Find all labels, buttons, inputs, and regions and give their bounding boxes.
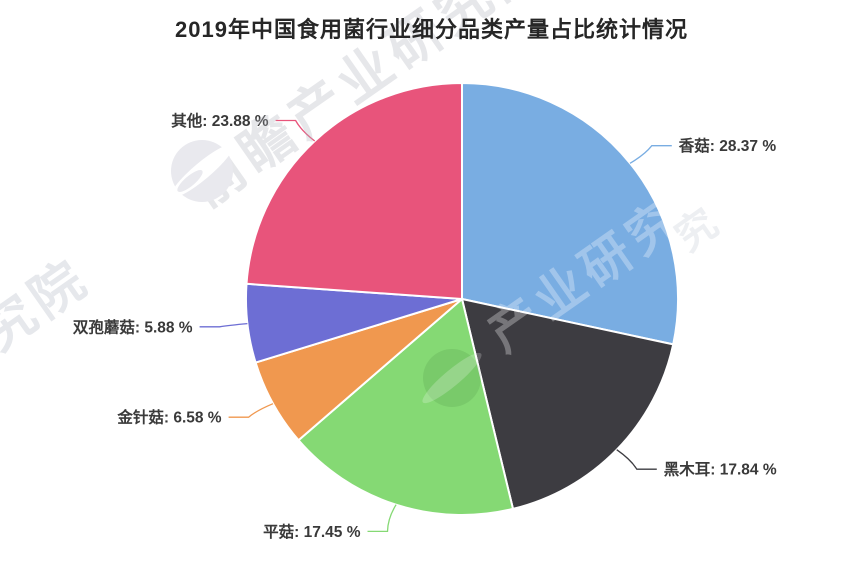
pie-leader-line [367, 504, 397, 533]
pie-slice-label: 黑木耳: 17.84 % [664, 460, 777, 479]
pie-slice-label: 香菇: 28.37 % [679, 136, 777, 155]
pie-slice-label: 其他: 23.88 % [171, 111, 269, 130]
pie-slice-label: 双孢蘑菇: 5.88 % [73, 317, 193, 336]
pie-leader-line [629, 145, 672, 164]
pie-leader-line [275, 119, 316, 142]
pie-slice [245, 82, 463, 300]
pie-leader-line [199, 322, 248, 328]
pie-leader-line [616, 449, 657, 470]
pie-slice-label: 平菇: 17.45 % [263, 522, 361, 541]
chart-title: 2019年中国食用菌行业细分品类产量占比统计情况 [175, 17, 688, 42]
pie-leader-line [228, 403, 274, 418]
pie-slice-label: 金针菇: 6.58 % [116, 408, 221, 427]
